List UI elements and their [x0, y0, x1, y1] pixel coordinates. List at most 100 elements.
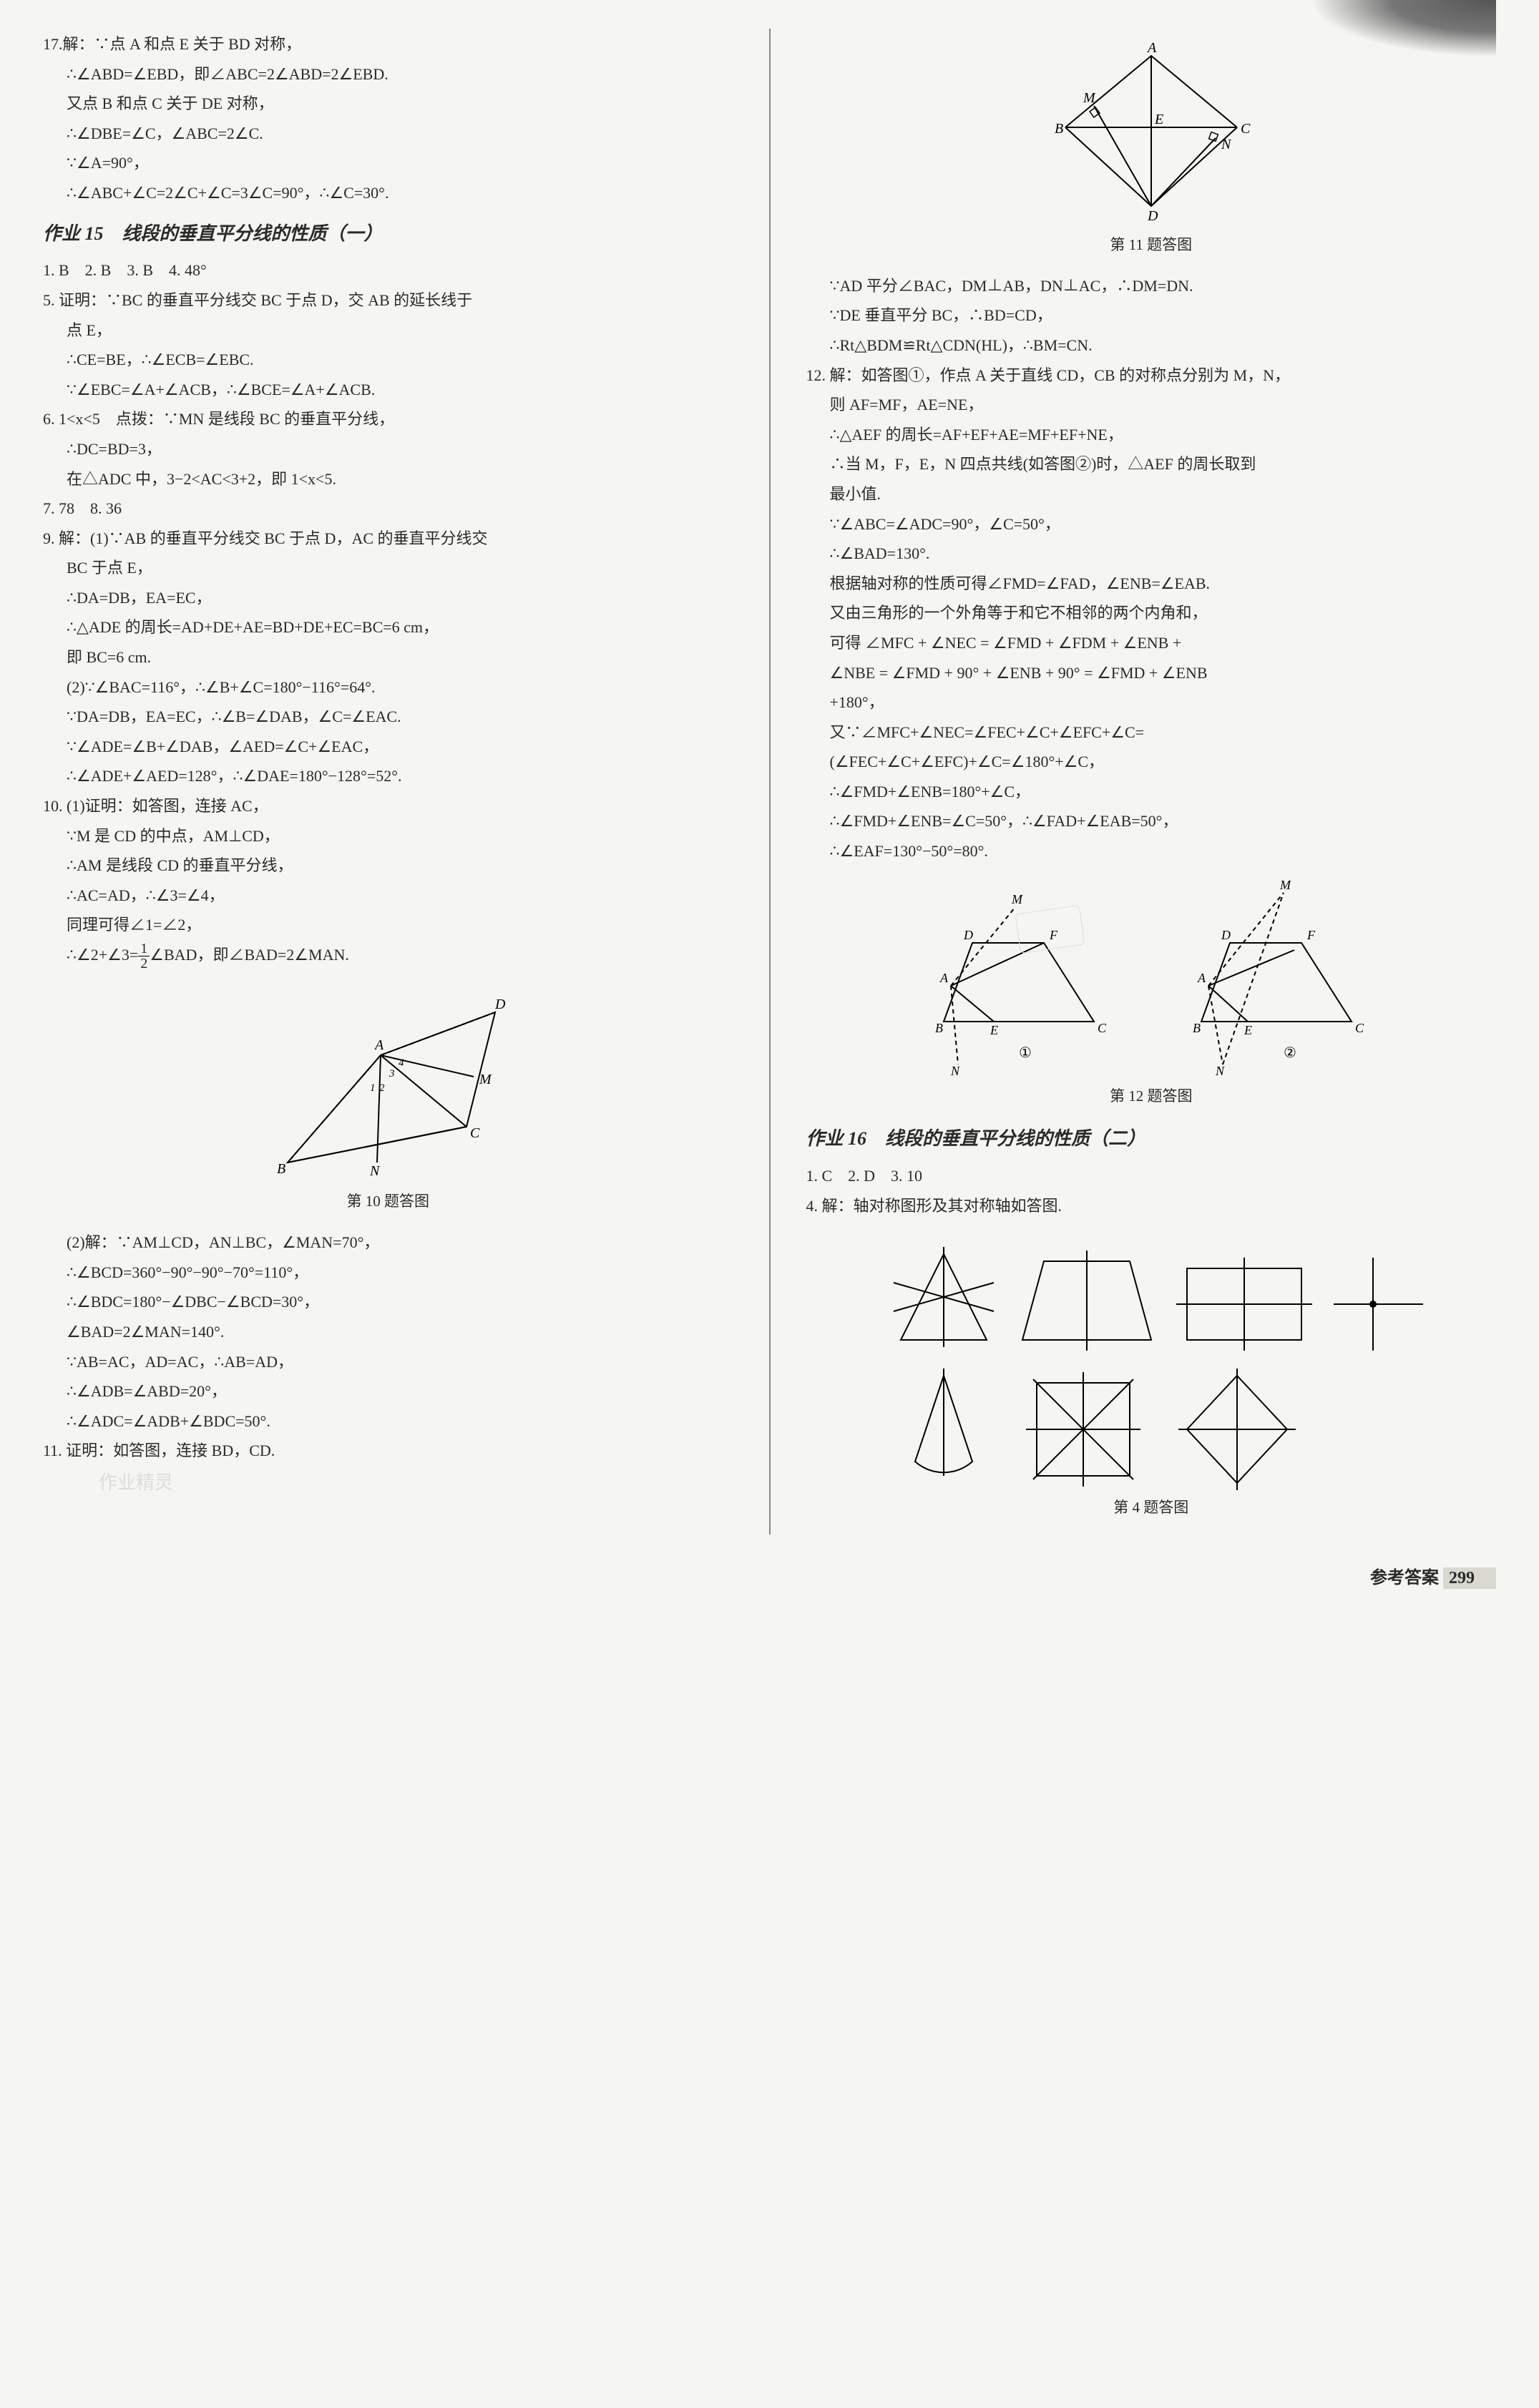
diagram-10-svg: A D C B N M 1 2 3 4: [259, 984, 517, 1184]
text-line: 9. 解：(1)∵AB 的垂直平分线交 BC 于点 D，AC 的垂直平分线交: [43, 524, 733, 553]
text-line: ∴∠FMD+∠ENB=∠C=50°，∴∠FAD+∠EAB=50°，: [806, 807, 1497, 836]
text-line: ∴∠2+∠3=12∠BAD，即∠BAD=2∠MAN.: [43, 941, 733, 971]
text-line: ∴∠ABC+∠C=2∠C+∠C=3∠C=90°，∴∠C=30°.: [43, 179, 733, 207]
text-line: 根据轴对称的性质可得∠FMD=∠FAD，∠ENB=∠EAB.: [806, 569, 1497, 598]
svg-text:F: F: [1306, 928, 1316, 942]
text-line: ∴DA=DB，EA=EC，: [43, 584, 733, 612]
left-column: 17.解：∵点 A 和点 E 关于 BD 对称， ∴∠ABD=∠EBD，即∠AB…: [43, 29, 733, 1535]
page-footer: 参考答案 299: [43, 1563, 1496, 1594]
svg-text:B: B: [1055, 121, 1063, 137]
text-line: 12. 解：如答图①，作点 A 关于直线 CD，CB 的对称点分别为 M，N，: [806, 361, 1497, 390]
text-line: ∠NBE = ∠FMD + 90° + ∠ENB + 90° = ∠FMD + …: [806, 659, 1497, 687]
page-columns: 17.解：∵点 A 和点 E 关于 BD 对称， ∴∠ABD=∠EBD，即∠AB…: [43, 29, 1496, 1535]
svg-text:N: N: [950, 1064, 960, 1078]
footer-label: 参考答案: [1370, 1569, 1439, 1587]
figure-12: A B C D F E M N ①: [806, 878, 1497, 1110]
svg-text:D: D: [1147, 208, 1158, 224]
svg-text:E: E: [1154, 112, 1163, 127]
svg-text:M: M: [1279, 878, 1291, 892]
text-line: ∴∠BDC=180°−∠DBC−∠BCD=30°，: [43, 1288, 733, 1316]
svg-text:A: A: [939, 971, 949, 985]
text-line: ∵AB=AC，AD=AC，∴AB=AD，: [43, 1348, 733, 1376]
svg-text:N: N: [369, 1163, 381, 1179]
fraction-half: 12: [138, 941, 150, 971]
diagram-11-svg: A B C D M N E: [1030, 41, 1273, 227]
text-line: ∴∠ADB=∠ABD=20°，: [43, 1377, 733, 1406]
text-line: ∴∠ADE+∠AED=128°，∴∠DAE=180°−128°=52°.: [43, 762, 733, 791]
svg-text:A: A: [1146, 41, 1157, 56]
text-line: 同理可得∠1=∠2，: [43, 911, 733, 939]
svg-text:N: N: [1221, 137, 1232, 152]
text-line: ∵∠ADE=∠B+∠DAB，∠AED=∠C+∠EAC，: [43, 733, 733, 761]
text-line: ∴当 M，F，E，N 四点共线(如答图②)时，△AEF 的周长取到: [806, 450, 1497, 479]
text-line: ∠BAD=2∠MAN=140°.: [43, 1318, 733, 1346]
text-line: 又由三角形的一个外角等于和它不相邻的两个内角和，: [806, 599, 1497, 627]
svg-text:1: 1: [370, 1082, 376, 1094]
svg-text:C: C: [1098, 1021, 1107, 1035]
column-divider: [769, 29, 771, 1535]
text-line: ∴∠DBE=∠C，∠ABC=2∠C.: [43, 119, 733, 148]
text-line: ∵DE 垂直平分 BC，∴BD=CD，: [806, 301, 1497, 330]
text-line: ∵DA=DB，EA=EC，∴∠B=∠DAB，∠C=∠EAC.: [43, 703, 733, 731]
text-line: 则 AF=MF，AE=NE，: [806, 391, 1497, 419]
svg-text:4: 4: [399, 1057, 404, 1069]
text-line: ∴∠ADC=∠ADB+∠BDC=50°.: [43, 1407, 733, 1436]
figure-10-caption: 第 10 题答图: [43, 1188, 733, 1215]
text-line: ∴△ADE 的周长=AD+DE+AE=BD+DE+EC=BC=6 cm，: [43, 613, 733, 642]
watermark-text: 作业精灵: [43, 1467, 733, 1500]
text-line: 6. 1<x<5 点拨：∵MN 是线段 BC 的垂直平分线，: [43, 405, 733, 434]
text-line: (∠FEC+∠C+∠EFC)+∠C=∠180°+∠C，: [806, 748, 1497, 776]
figure-4-caption: 第 4 题答图: [806, 1494, 1497, 1522]
text-line: (2)∵∠BAC=116°，∴∠B+∠C=180°−116°=64°.: [43, 673, 733, 702]
figure-12-caption: 第 12 题答图: [806, 1083, 1497, 1110]
text-line: (2)解：∵AM⊥CD，AN⊥BC，∠MAN=70°，: [43, 1228, 733, 1257]
figure-11-caption: 第 11 题答图: [806, 232, 1497, 259]
text-line: 10. (1)证明：如答图，连接 AC，: [43, 792, 733, 821]
text-line: 4. 解：轴对称图形及其对称轴如答图.: [806, 1192, 1497, 1220]
text-line: 11. 证明：如答图，连接 BD，CD.: [43, 1437, 733, 1465]
figure-4: 第 4 题答图: [806, 1233, 1497, 1522]
right-column: A B C D M N E 第 11 题答图 ∵AD 平分∠BAC，DM⊥AB，…: [806, 29, 1497, 1535]
text-line: ∵∠A=90°，: [43, 149, 733, 177]
fig12-label-2: ②: [1284, 1045, 1296, 1061]
svg-text:A: A: [373, 1037, 384, 1053]
text-line: ∴∠BAD=130°.: [806, 539, 1497, 568]
text-line: ∴AM 是线段 CD 的垂直平分线，: [43, 851, 733, 880]
diagram-12-svg: A B C D F E M N ①: [908, 878, 1394, 1079]
section-heading-16: 作业 16 线段的垂直平分线的性质（二）: [806, 1122, 1497, 1156]
svg-text:N: N: [1215, 1064, 1225, 1078]
svg-text:D: D: [494, 997, 506, 1012]
svg-text:D: D: [1221, 928, 1231, 942]
section-heading-15: 作业 15 线段的垂直平分线的性质（一）: [43, 217, 733, 251]
answer-row: 7. 78 8. 36: [43, 494, 733, 523]
text-line: ∵∠ABC=∠ADC=90°，∠C=50°，: [806, 510, 1497, 539]
svg-text:C: C: [470, 1125, 480, 1141]
fig12-label-1: ①: [1019, 1045, 1032, 1061]
figure-11: A B C D M N E 第 11 题答图: [806, 41, 1497, 259]
text-line: 又∵∠MFC+∠NEC=∠FEC+∠C+∠EFC+∠C=: [806, 718, 1497, 747]
text-line: ∴DC=BD=3，: [43, 435, 733, 464]
text-line: +180°，: [806, 688, 1497, 717]
text-line: ∵M 是 CD 的中点，AM⊥CD，: [43, 822, 733, 851]
page-number: 299: [1443, 1567, 1496, 1589]
text-line: ∴∠FMD+∠ENB=180°+∠C，: [806, 778, 1497, 806]
text-line: ∵∠EBC=∠A+∠ACB，∴∠BCE=∠A+∠ACB.: [43, 376, 733, 404]
text-span: ∴∠2+∠3=: [67, 946, 138, 964]
text-line: ∴△AEF 的周长=AF+EF+AE=MF+EF+NE，: [806, 421, 1497, 449]
text-span: ∠BAD，即∠BAD=2∠MAN.: [150, 946, 349, 964]
answer-row: 1. C 2. D 3. 10: [806, 1162, 1497, 1190]
text-line: 点 E，: [43, 316, 733, 345]
svg-text:C: C: [1241, 121, 1251, 137]
text-line: ∴Rt△BDM≌Rt△CDN(HL)，∴BM=CN.: [806, 331, 1497, 360]
svg-text:E: E: [1244, 1023, 1252, 1037]
text-line: ∴∠EAF=130°−50°=80°.: [806, 837, 1497, 866]
text-line: 又点 B 和点 C 关于 DE 对称，: [43, 89, 733, 118]
svg-text:M: M: [1083, 90, 1096, 106]
text-line: 最小值.: [806, 480, 1497, 509]
svg-text:B: B: [277, 1161, 285, 1177]
text-line: ∴∠ABD=∠EBD，即∠ABC=2∠ABD=2∠EBD.: [43, 60, 733, 89]
text-line: 即 BC=6 cm.: [43, 643, 733, 672]
text-line: BC 于点 E，: [43, 554, 733, 582]
svg-text:A: A: [1197, 971, 1206, 985]
text-line: ∴AC=AD，∴∠3=∠4，: [43, 881, 733, 910]
